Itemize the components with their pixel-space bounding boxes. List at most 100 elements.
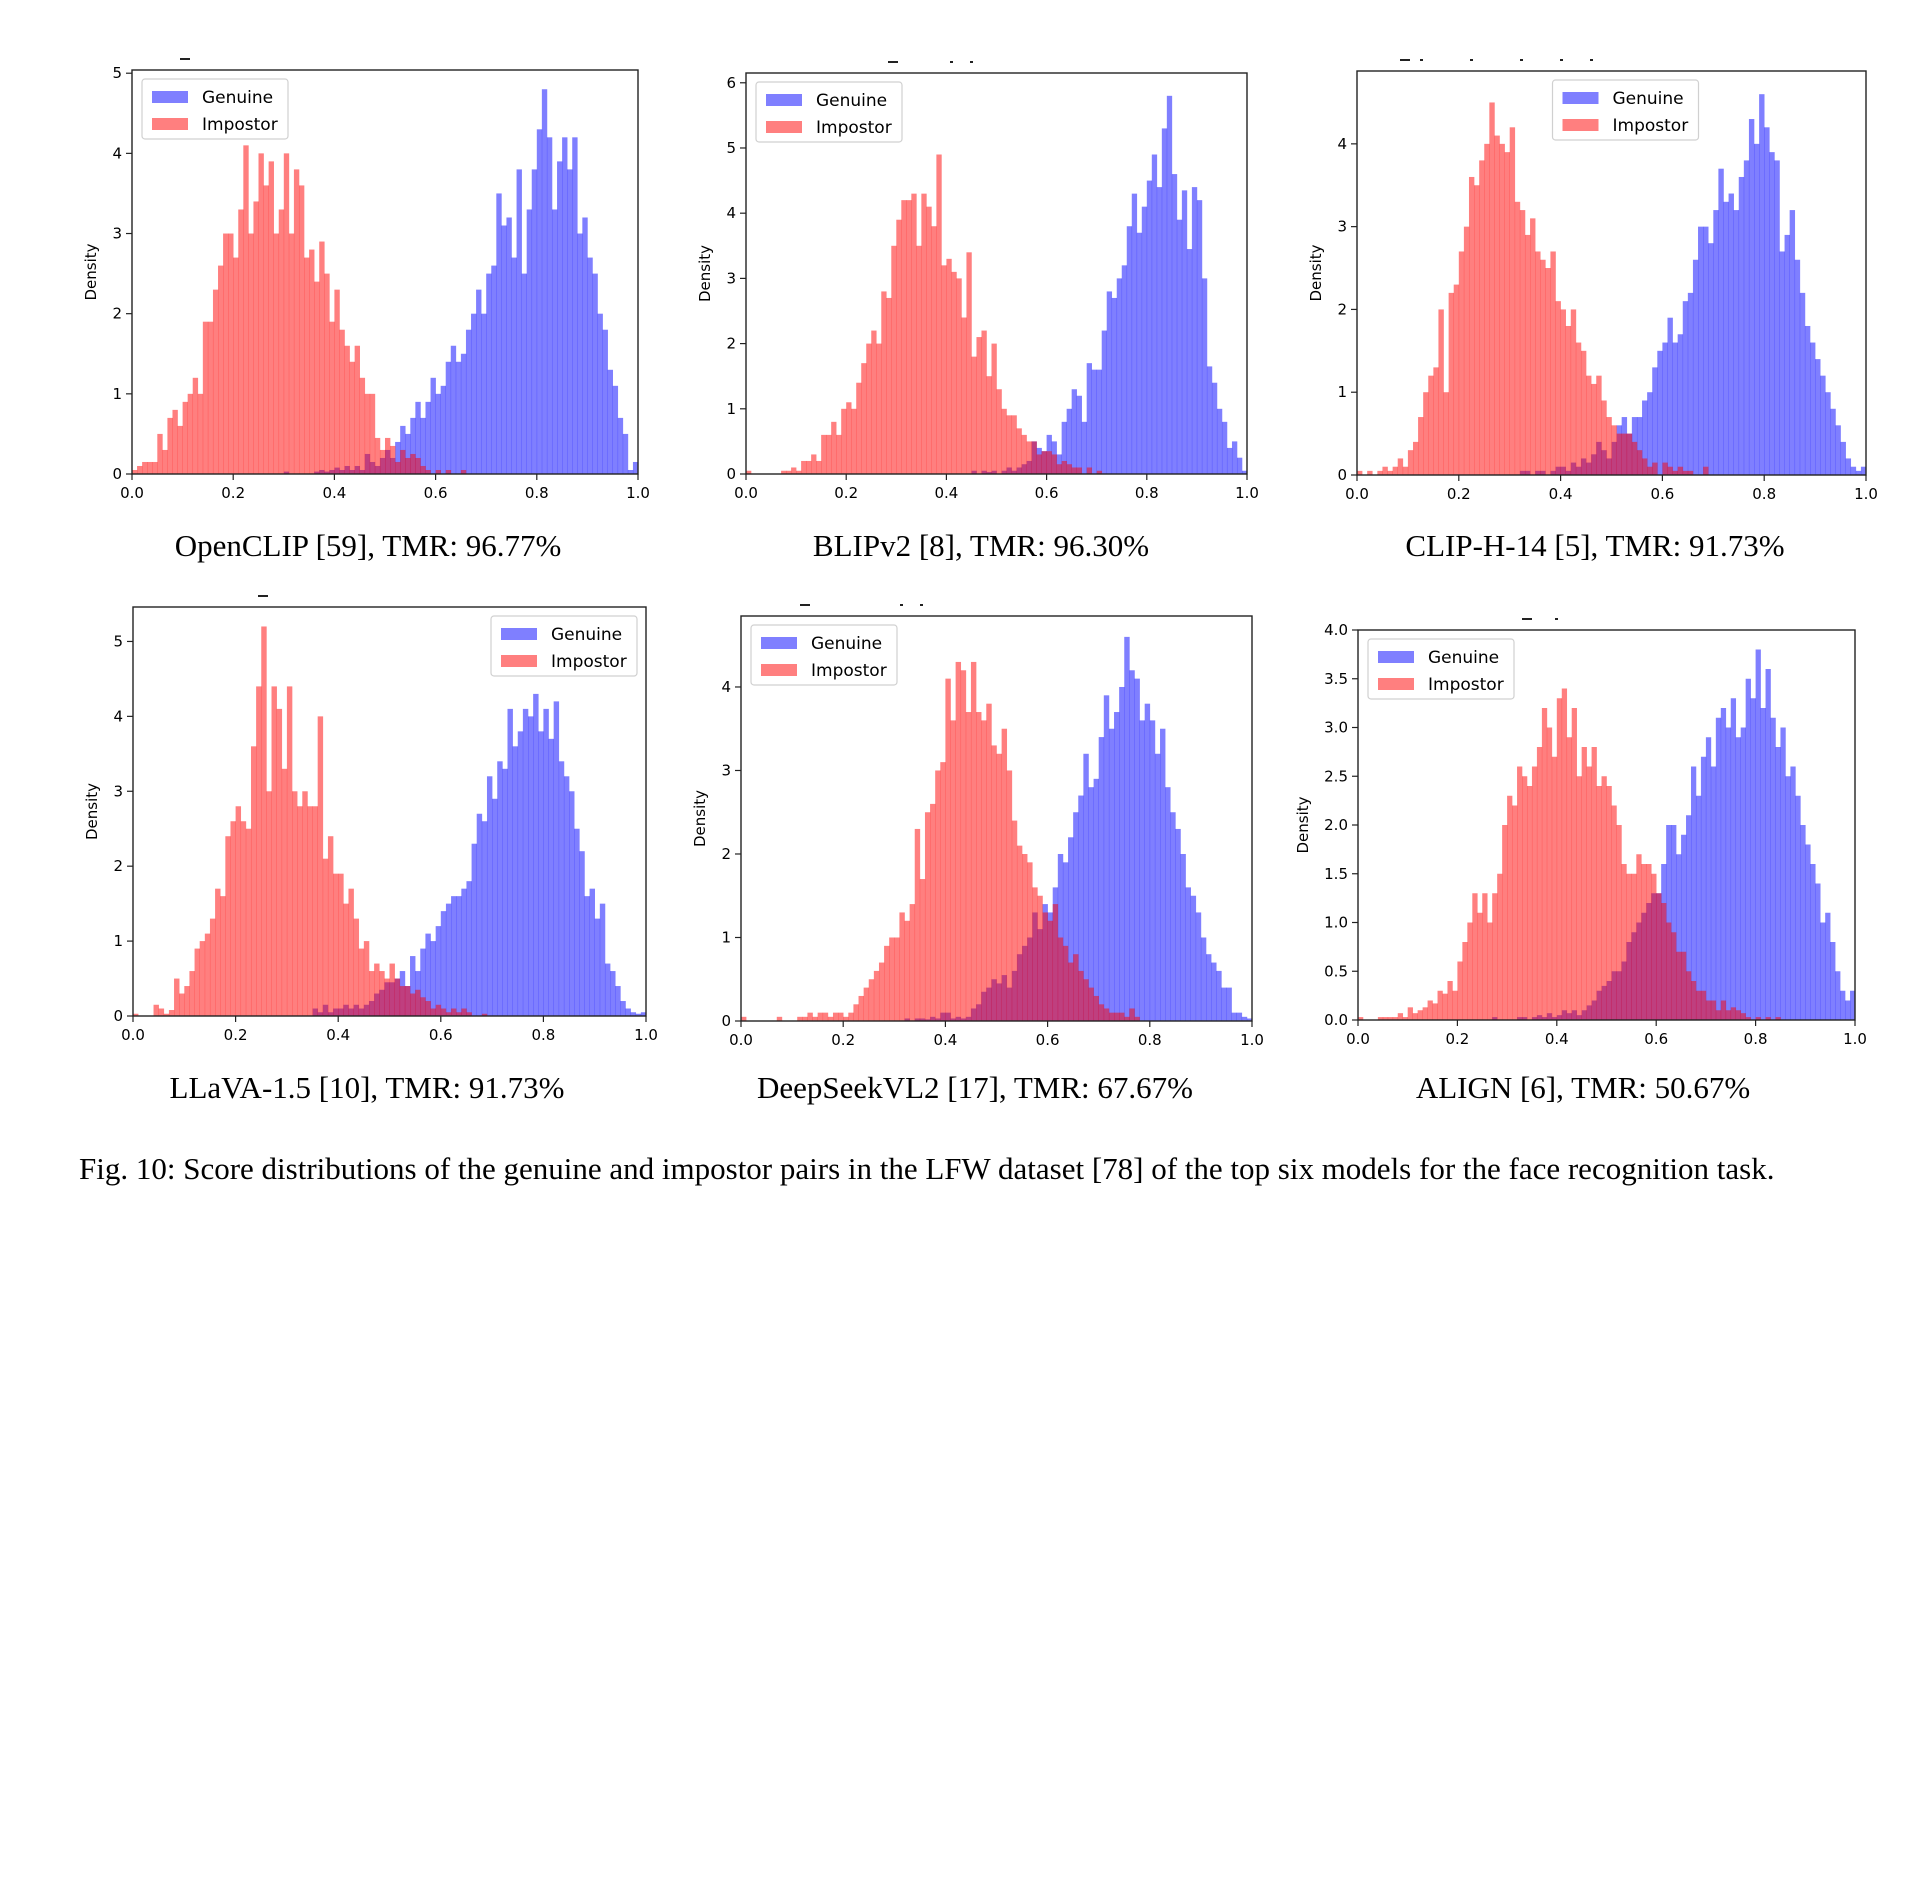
- histogram-bar-genuine: [486, 273, 492, 474]
- histogram-bar-impostor: [871, 330, 877, 474]
- histogram-bar-genuine: [1126, 226, 1133, 474]
- histogram-bar-impostor: [425, 1001, 431, 1016]
- histogram-bar-impostor: [776, 1016, 783, 1021]
- legend-label-genuine: Genuine: [1428, 648, 1499, 668]
- histogram-bar-impostor: [1556, 698, 1563, 1020]
- histogram-bar-genuine: [1698, 226, 1704, 475]
- histogram-bar-impostor: [142, 461, 148, 474]
- title-fragment: [800, 604, 810, 606]
- y-tick-label: 2.5: [1324, 767, 1348, 785]
- histogram-bar-impostor: [215, 888, 221, 1016]
- histogram-bar-impostor: [1078, 970, 1084, 1021]
- histogram-bar-genuine: [1667, 317, 1673, 475]
- histogram-bar-impostor: [445, 469, 452, 474]
- histogram-bar-impostor: [1621, 433, 1628, 475]
- histogram-bar-genuine: [1236, 457, 1243, 474]
- histogram-bar-genuine: [491, 265, 497, 474]
- histogram-bar-impostor: [440, 1008, 447, 1016]
- legend-label-genuine: Genuine: [202, 88, 273, 108]
- title-fragment: [1555, 618, 1558, 620]
- histogram-bar-impostor: [394, 978, 401, 1016]
- histogram-bar-impostor: [826, 434, 832, 474]
- histogram-bar-genuine: [1708, 243, 1714, 475]
- histogram-bar-genuine: [1671, 825, 1677, 1020]
- histogram-bar-genuine: [1124, 636, 1130, 1021]
- histogram-bar-impostor: [930, 803, 936, 1021]
- histogram-bar-impostor: [1427, 1000, 1433, 1020]
- histogram-bar-impostor: [891, 245, 897, 474]
- histogram-bar-impostor: [911, 193, 917, 474]
- histogram-bar-genuine: [1748, 119, 1755, 476]
- histogram-bar-impostor: [1661, 903, 1667, 1020]
- histogram-bar-impostor: [179, 993, 185, 1016]
- histogram-bar-genuine: [1098, 737, 1105, 1021]
- histogram-bar-genuine: [1805, 844, 1811, 1020]
- histogram-bar-impostor: [1642, 458, 1648, 475]
- panel-caption: ALIGN [6], TMR: 50.67%: [1416, 1070, 1750, 1105]
- x-tick-label: 0.4: [322, 484, 346, 502]
- x-tick-label: 1.0: [1240, 1031, 1264, 1049]
- histogram-bar-impostor: [1011, 415, 1017, 474]
- histogram-bar-impostor: [445, 1012, 452, 1016]
- histogram-bar-impostor: [1626, 433, 1633, 475]
- legend-label-impostor: Impostor: [1613, 116, 1689, 136]
- histogram-bar-impostor: [258, 153, 264, 474]
- histogram-bar-genuine: [1186, 249, 1193, 474]
- legend-label-genuine: Genuine: [811, 634, 882, 654]
- histogram-bar-impostor: [430, 1008, 436, 1016]
- histogram-bar-impostor: [1462, 942, 1468, 1020]
- histogram-bar-impostor: [1134, 1016, 1140, 1021]
- histogram-bar-impostor: [868, 979, 875, 1021]
- histogram-bar-impostor: [1651, 873, 1657, 1020]
- histogram-bar-genuine: [1789, 210, 1796, 475]
- histogram-bar-impostor: [832, 1012, 839, 1021]
- y-tick-label: 3.5: [1324, 670, 1348, 688]
- histogram-bar-impostor: [836, 434, 842, 474]
- histogram-bar-genuine: [460, 353, 467, 474]
- histogram-bar-impostor: [1358, 1017, 1364, 1020]
- histogram-bar-impostor: [1037, 895, 1043, 1021]
- histogram-bar-impostor: [1591, 383, 1597, 475]
- histogram-bar-impostor: [955, 661, 962, 1021]
- histogram-bar-impostor: [1062, 945, 1069, 1021]
- histogram-bar-impostor: [1526, 786, 1533, 1020]
- histogram-bar-impostor: [841, 408, 847, 474]
- histogram-bar-impostor: [781, 470, 787, 474]
- histogram-bar-genuine: [577, 233, 583, 474]
- histogram-bar-genuine: [1206, 954, 1212, 1021]
- histogram-bar-genuine: [486, 776, 493, 1016]
- panel-caption: DeepSeekVL2 [17], TMR: 67.67%: [757, 1070, 1193, 1105]
- histogram-bar-impostor: [1695, 990, 1702, 1020]
- histogram-bar-impostor: [904, 920, 910, 1021]
- histogram-bar-genuine: [1825, 392, 1831, 475]
- histogram-bar-impostor: [1357, 470, 1363, 475]
- histogram-bar-impostor: [1591, 747, 1597, 1020]
- histogram-bar-impostor: [1103, 1008, 1110, 1021]
- histogram-bar-impostor: [379, 449, 386, 474]
- histogram-bar-impostor: [1581, 747, 1587, 1020]
- histogram-bar-genuine: [1713, 210, 1719, 475]
- histogram-bar-impostor: [1545, 268, 1551, 475]
- legend-label-impostor: Impostor: [1428, 675, 1504, 695]
- y-tick-label: 4: [1337, 135, 1347, 153]
- x-tick-label: 0.0: [120, 484, 144, 502]
- x-tick-label: 0.6: [1035, 484, 1059, 502]
- histogram-bar-impostor: [261, 626, 267, 1016]
- series-impostor: [133, 626, 488, 1016]
- histogram-bar-impostor: [1512, 805, 1518, 1020]
- histogram-bar-genuine: [516, 169, 522, 474]
- x-tick-label: 0.0: [1345, 485, 1369, 503]
- histogram-bar-impostor: [404, 986, 411, 1016]
- y-tick-label: 2: [726, 335, 736, 353]
- histogram-bar-genuine: [1750, 698, 1756, 1020]
- histogram-bar-impostor: [901, 200, 907, 474]
- histogram-bar-impostor: [1402, 1017, 1408, 1020]
- histogram-bar-impostor: [936, 154, 942, 474]
- histogram-bar-impostor: [1504, 152, 1510, 475]
- histogram-bar-genuine: [502, 768, 508, 1016]
- title-fragment: [1590, 59, 1593, 61]
- x-tick-label: 1.0: [1843, 1030, 1867, 1048]
- chart-panel-2: 0.0 0.2 0.4 0.6 0.8 1.0 0 1 2 3 4 5 6 Density Genuine I…: [696, 61, 1259, 563]
- histogram-bar-impostor: [827, 1016, 834, 1021]
- histogram-bar-genuine: [1810, 342, 1816, 475]
